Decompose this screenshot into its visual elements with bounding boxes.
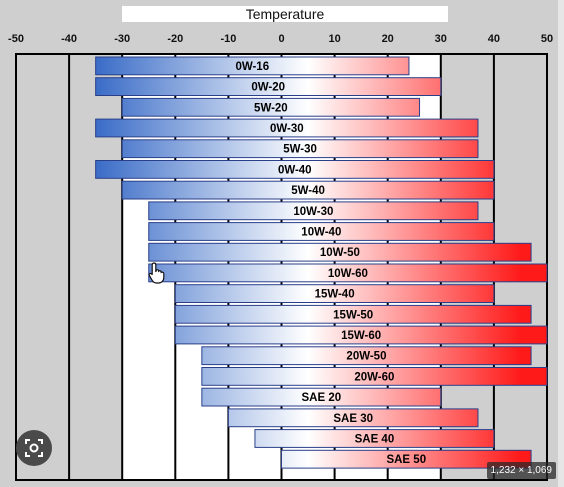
bar-label: 0W-30	[270, 123, 304, 135]
bar-label: 20W-60	[354, 371, 394, 383]
bar-label: 10W-50	[320, 247, 360, 259]
x-tick-label: -10	[220, 33, 236, 45]
bar-0w-40	[95, 160, 495, 179]
bar-sae-20	[201, 387, 442, 407]
image-size-badge: 1,232 × 1,069	[486, 462, 556, 479]
bar-10w-60	[148, 263, 548, 283]
bar-15w-50	[174, 304, 532, 324]
bar-label: SAE 30	[333, 413, 373, 425]
bar-label: SAE 40	[355, 434, 395, 446]
bar-20w-50	[201, 346, 532, 366]
bar-label: 10W-60	[328, 268, 368, 280]
bar-0w-20	[95, 77, 442, 97]
bar-5w-30	[121, 139, 479, 159]
bar-15w-40	[174, 284, 495, 304]
bar-sae-30	[227, 408, 479, 428]
x-tick-label: -20	[167, 33, 183, 45]
title-box	[122, 6, 448, 22]
bar-label: 5W-30	[283, 144, 317, 156]
x-tick-label: 10	[328, 33, 340, 45]
bar-label: SAE 50	[386, 454, 426, 466]
hand-pointer-icon	[148, 262, 166, 289]
bar-label: 15W-50	[333, 309, 373, 321]
bar-0w-30	[95, 118, 479, 138]
x-tick-label: -30	[114, 33, 130, 45]
bar-label: 20W-50	[346, 351, 386, 363]
bar-label: 0W-20	[251, 82, 285, 94]
x-tick-label: 20	[382, 33, 394, 45]
x-tick-label: -40	[61, 33, 77, 45]
lens-icon[interactable]	[16, 430, 52, 466]
bar-label: SAE 20	[302, 392, 342, 404]
chart-title: Temperature	[246, 6, 325, 22]
bar-10w-30	[148, 201, 479, 221]
bar-label: 5W-20	[254, 102, 288, 114]
bar-label: 10W-30	[293, 206, 333, 218]
x-tick-label: 0	[278, 33, 284, 45]
x-tick-label: 30	[435, 33, 447, 45]
bar-20w-60	[201, 367, 548, 386]
bar-label: 0W-16	[235, 61, 269, 73]
bar-10w-40	[148, 222, 495, 241]
bar-label: 0W-40	[278, 164, 312, 176]
bar-sae-50	[281, 449, 532, 469]
bar-label: 15W-40	[315, 289, 355, 301]
bar-5w-20	[121, 97, 421, 117]
x-tick-label: 40	[488, 33, 500, 45]
scrollbar[interactable]	[558, 0, 564, 487]
bar-5w-40	[121, 180, 495, 200]
bar-sae-40	[254, 429, 495, 448]
bar-label: 5W-40	[291, 185, 325, 197]
bar-10w-50	[148, 242, 532, 262]
bar-15w-60	[174, 325, 548, 345]
x-tick-label: -50	[8, 33, 24, 45]
bar-label: 15W-60	[341, 330, 381, 342]
bar-0w-16	[95, 56, 410, 76]
bar-label: 10W-40	[301, 227, 341, 239]
x-tick-label: 50	[541, 33, 553, 45]
